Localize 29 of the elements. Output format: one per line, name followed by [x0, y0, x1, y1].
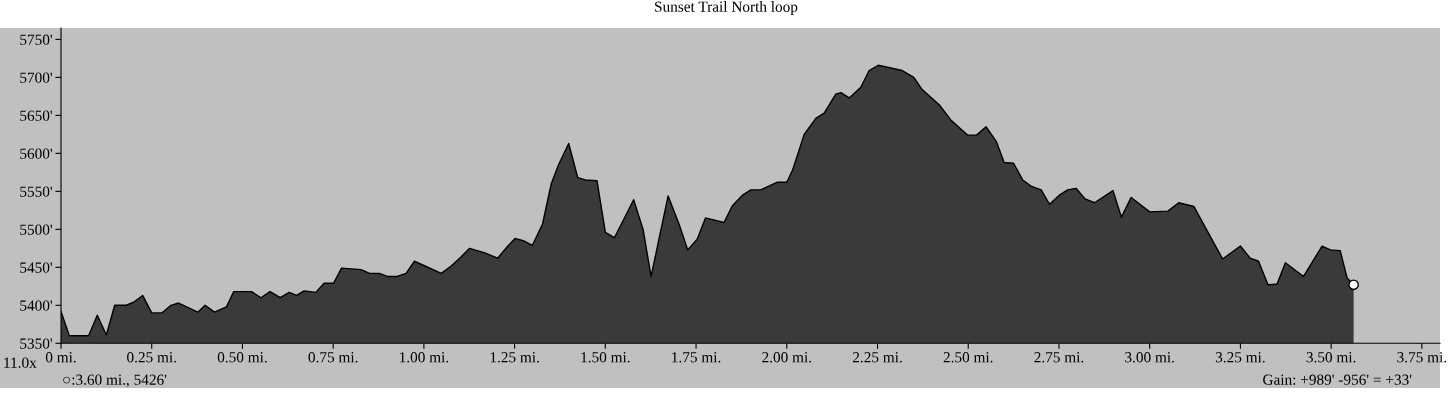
y-tick-label: 5550': [20, 186, 53, 197]
x-tick-label: 3.50 mi.: [1306, 352, 1356, 363]
y-tick-label: 5350': [20, 338, 53, 349]
x-tick-label: 0.75 mi.: [308, 352, 358, 363]
x-tick-label: 2.75 mi.: [1034, 352, 1084, 363]
x-tick-label: 2.00 mi.: [762, 352, 812, 363]
x-tick-label: 0.50 mi.: [217, 352, 267, 363]
x-tick-label: 1.50 mi.: [581, 352, 630, 363]
x-tick-label: 1.75 mi.: [672, 352, 721, 363]
y-tick-label: 5450': [20, 262, 53, 273]
x-tick-label: 2.50 mi.: [943, 352, 993, 363]
x-tick-label: 3.25 mi.: [1215, 352, 1265, 363]
y-tick-label: 5500': [20, 224, 53, 235]
x-tick-label: 3.75 mi.: [1397, 352, 1447, 363]
y-tick-label: 5400': [20, 300, 53, 311]
chart-title: Sunset Trail North loop: [655, 1, 798, 15]
x-tick-label: 2.25 mi.: [852, 352, 902, 363]
x-tick-label: 0.25 mi.: [127, 352, 176, 363]
y-tick-label: 5600': [20, 148, 53, 159]
y-tick-label: 5700': [20, 72, 53, 83]
x-tick-label: 1.25 mi.: [490, 352, 539, 363]
y-tick-label: 5750': [20, 34, 53, 45]
text: Gain: +989' -956' = +33': [1263, 374, 1412, 385]
x-tick-label: 0 mi.: [45, 352, 76, 363]
y-tick-label: 5650': [20, 110, 53, 121]
x-tick-label: 1.00 mi.: [399, 352, 449, 363]
x-tick-label: 3.00 mi.: [1125, 352, 1174, 363]
text: ○:3.60 mi., 5426': [63, 374, 167, 388]
text: 11.0x: [4, 357, 37, 368]
